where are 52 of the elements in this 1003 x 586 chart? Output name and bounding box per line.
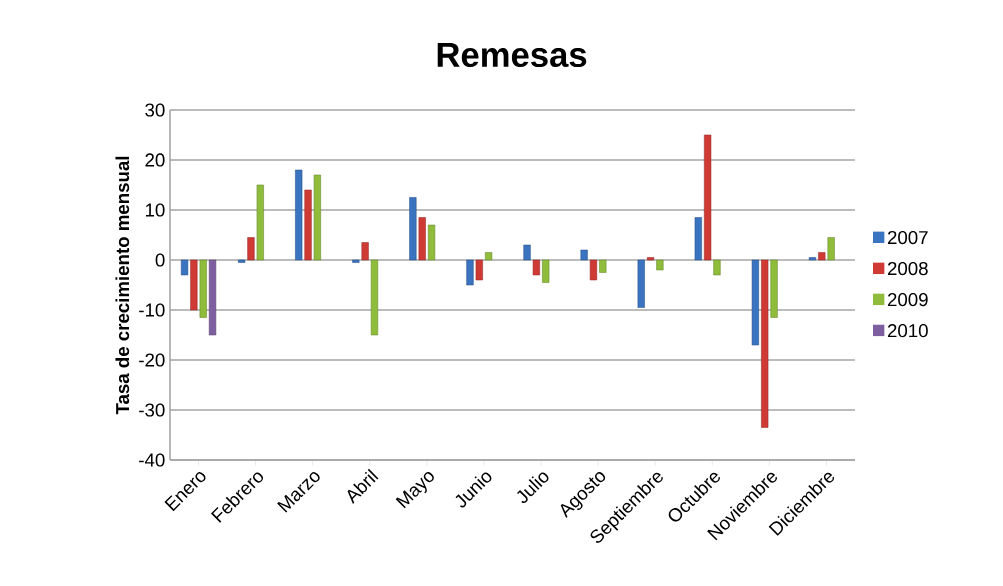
bar [352, 259, 360, 263]
bar [827, 237, 835, 261]
bar [199, 259, 207, 318]
bar [808, 257, 817, 261]
bar [751, 259, 759, 346]
bar [580, 249, 588, 261]
bar [313, 174, 321, 261]
bar [637, 259, 645, 308]
bar [523, 244, 531, 261]
bar [247, 237, 255, 261]
bar [646, 257, 655, 261]
bar [418, 217, 426, 261]
y-tick-label: -40 [139, 453, 165, 467]
legend-label: 2007 [887, 230, 928, 245]
bar [589, 259, 598, 281]
bar [304, 189, 312, 261]
y-tick-label: -10 [139, 303, 165, 317]
chart-title: Remesas [437, 42, 587, 68]
bar [694, 217, 702, 261]
bar [770, 259, 778, 318]
bar [599, 259, 607, 273]
y-tick-label: 0 [155, 253, 165, 267]
bar [485, 252, 493, 261]
y-tick-label: -20 [139, 353, 165, 367]
bar [761, 259, 769, 428]
bar [208, 259, 217, 336]
y-tick-label: 20 [145, 153, 165, 167]
bar [704, 134, 712, 261]
bar [427, 224, 436, 261]
legend-label: 2010 [887, 324, 928, 338]
y-tick-label: 30 [145, 103, 165, 117]
bar [238, 259, 246, 263]
bar [361, 242, 369, 261]
x-tick-label: Julio [517, 472, 549, 504]
y-tick-label: -30 [139, 403, 165, 417]
bar [713, 259, 721, 276]
bar [190, 259, 198, 311]
y-tick-label: 10 [145, 203, 165, 217]
bar [818, 252, 826, 261]
y-axis-title: Tasa de crecimiento mensual [115, 156, 130, 415]
bar [409, 197, 417, 261]
bar [542, 259, 550, 283]
bar [295, 169, 303, 261]
bar [656, 259, 664, 271]
bar [475, 259, 483, 281]
bar [256, 184, 264, 261]
legend-label: 2009 [887, 292, 928, 307]
legend-label: 2008 [887, 261, 928, 276]
bar [180, 259, 189, 276]
bar [532, 259, 540, 276]
bar [370, 259, 379, 336]
bar [466, 259, 474, 286]
